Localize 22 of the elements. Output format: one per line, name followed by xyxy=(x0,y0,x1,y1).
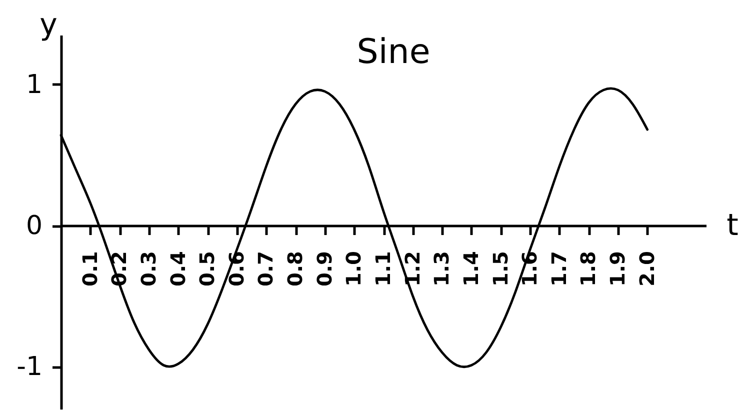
x-tick-label: 1.1 xyxy=(371,251,395,286)
x-tick-label: 1.0 xyxy=(342,251,366,286)
x-axis-title: t xyxy=(726,208,739,244)
x-tick-label: 0.9 xyxy=(312,251,336,286)
x-tick-label: 0.4 xyxy=(166,251,190,286)
x-tick-label: 1.9 xyxy=(606,251,630,286)
x-tick-label: 1.3 xyxy=(430,251,454,286)
x-tick-label: 1.8 xyxy=(576,251,600,286)
y-tick-label: 0 xyxy=(26,211,42,242)
y-tick-label: -1 xyxy=(16,352,42,382)
x-tick-label: 0.8 xyxy=(283,251,308,286)
x-tick-label: 1.7 xyxy=(546,251,571,286)
x-tick-label: 2.0 xyxy=(634,251,659,286)
chart-title: Sine xyxy=(356,32,430,72)
x-tick-label: 1.5 xyxy=(488,251,512,286)
x-tick-label: 0.3 xyxy=(136,251,160,286)
x-tick-label: 0.1 xyxy=(78,251,102,286)
x-tick-label: 1.4 xyxy=(458,251,483,286)
x-tick-label: 0.5 xyxy=(195,251,220,286)
x-tick-label: 0.7 xyxy=(254,251,278,286)
y-tick-label: 1 xyxy=(26,70,42,100)
y-axis-title: y xyxy=(40,8,58,42)
